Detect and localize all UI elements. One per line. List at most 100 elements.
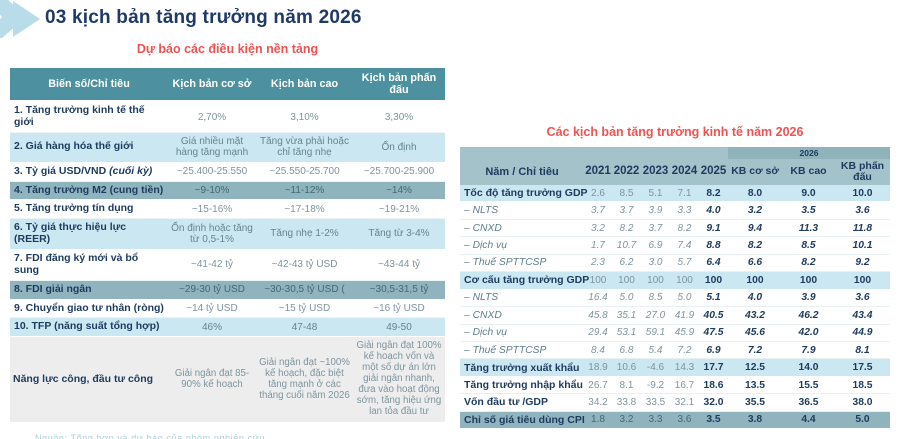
cell-value: 3.2 (747, 205, 763, 217)
cell-value: 13.5 (744, 379, 766, 391)
cell-value: ~11-12% (284, 184, 325, 196)
table-row: Vốn đầu tư /GDP 34.2 33.8 33.5 32.1 32.0 35.5 3… (460, 394, 890, 412)
page-title: 03 kịch bản tăng trưởng năm 2026 (45, 7, 362, 28)
cell-value: 59.1 (645, 327, 666, 339)
cell-value: 6.8 (619, 344, 634, 356)
cell-value: 5.4 (648, 344, 663, 356)
cell-value: -9.2 (646, 379, 665, 391)
column-header: Kịch bản phấn đấu (361, 72, 437, 97)
cell-value: 46% (201, 321, 222, 333)
cell-value: 3.3 (648, 414, 663, 426)
cell-value: 47.5 (703, 327, 724, 339)
column-header: 2022 (613, 165, 640, 178)
table-row: Tăng trưởng xuất khẩu 18.9 10.6 -4.6 14.3 17.… (460, 359, 890, 377)
cell-value: 100 (704, 274, 723, 286)
cell-value: 18.6 (703, 379, 724, 391)
cell-value: 47-48 (291, 321, 318, 333)
clipped-footnote: Nguồn: Tổng hợp và dự báo của nhóm nghiê… (35, 434, 265, 439)
table-header-row: 2026 Năm / Chỉ tiêu 2021 2022 2023 2024 … (460, 147, 890, 185)
cell-value: 3.2 (619, 414, 634, 426)
cell-value: 18.5 (852, 379, 873, 391)
cell-value: 3.9 (801, 292, 816, 304)
cell-value: 7.9 (801, 344, 816, 356)
cell-value: 100 (618, 274, 635, 286)
cell-value: 4.0 (747, 292, 763, 304)
cell-value: 3.0 (648, 257, 663, 269)
cell-value: ~30,5-31,5 tỷ (369, 283, 429, 295)
cell-value: 100 (589, 274, 607, 286)
cell-value: Ổn định hoặc tăng từ 0,5-1% (171, 222, 253, 246)
table-row: Cơ cấu tăng trưởng GDP 100 100 100 100 100 100… (460, 272, 890, 290)
cell-value: 35.1 (616, 309, 637, 321)
cell-value: Giải ngân đạt 100% kế hoạch vốn và một s… (356, 340, 442, 417)
table-row: 3. Tỷ giá USD/VND (cuối kỳ) ~25.400-25.55… (10, 162, 445, 182)
cell-value: ~43-44 tỷ (378, 259, 420, 271)
table-row: 8. FDI giải ngân ~29-30 tỷ USD ~30-30,5 tỷ… (10, 280, 445, 300)
cell-value: 18.9 (588, 362, 608, 374)
cell-value: ~41-42 tỷ (191, 259, 233, 271)
cell-value: 5.1 (648, 187, 663, 199)
column-header: KB cơ sở (731, 165, 779, 178)
cell-value: 5.1 (706, 292, 721, 304)
cell-value: 6.6 (747, 257, 763, 269)
cell-value: 32.1 (674, 396, 695, 408)
cell-value: ~29-30 tỷ USD (179, 283, 245, 295)
cell-value: 45.9 (674, 327, 695, 339)
cell-value: 6.4 (706, 257, 721, 269)
cell-value: 7.2 (747, 344, 763, 356)
cell-value: 17.7 (703, 362, 724, 374)
table-row: Tốc độ tăng trưởng GDP 2.6 8.5 5.1 7.1 8.2 8.0… (460, 185, 890, 203)
cell-value: 9.4 (747, 222, 763, 234)
table-row: 6. Tỷ giá thực hiệu lực (REER) Ổn định ho… (10, 219, 445, 250)
cell-value: 45.8 (588, 309, 608, 321)
cell-value: 11.3 (798, 222, 819, 234)
row-label: 8. FDI giải ngân (14, 282, 92, 295)
cell-value: 8.2 (801, 257, 816, 269)
cell-value: ~30-30,5 tỷ USD ( (264, 283, 345, 295)
cell-value: 8.1 (855, 344, 870, 356)
column-header: Kịch bản cao (270, 78, 339, 91)
cell-value: ~19-21% (378, 203, 420, 215)
table-row: 9. Chuyển giao tư nhân (ròng) ~14 tỷ USD ~… (10, 299, 445, 319)
cell-value: ~16 tỷ USD (373, 302, 425, 314)
column-header: KB cao (790, 165, 827, 178)
row-label: – NLTS (464, 205, 499, 217)
cell-value: 1.8 (591, 414, 605, 426)
row-label: – NLTS (464, 292, 499, 304)
cell-value: ~25.700-25.900 (363, 165, 435, 177)
cell-value: 3.8 (747, 414, 763, 426)
row-label: 6. Tỷ giá thực hiệu lực (REER) (14, 221, 127, 246)
cell-value: 8.1 (619, 379, 634, 391)
cell-value: 2.6 (591, 187, 605, 199)
table-row: – Dịch vụ 1.7 10.7 6.9 7.4 8.8 8.2 8.5 10.1 (460, 237, 890, 255)
row-label: – Thuế SPTTCSP (464, 257, 547, 269)
cell-value: 16.7 (674, 379, 695, 391)
title-bar: 03 kịch bản tăng trưởng năm 2026 (0, 0, 900, 40)
table-row: – CNXD 3.2 8.2 3.7 8.2 9.1 9.4 11.3 11.8 (460, 219, 890, 238)
cell-value: ~9-10% (194, 184, 230, 196)
cell-value: 9.2 (855, 257, 870, 269)
cell-value: 11.8 (852, 222, 873, 234)
cell-value: 8.8 (706, 240, 721, 252)
cell-value: 8.5 (648, 292, 663, 304)
cell-value: 5.0 (677, 292, 692, 304)
column-header: 2023 (642, 165, 669, 178)
column-header: 2021 (585, 165, 611, 178)
cell-value: 3.2 (591, 222, 605, 234)
row-label: – Dịch vụ (464, 240, 507, 252)
cell-value: 100 (676, 274, 693, 286)
row-label: – CNXD (464, 309, 502, 321)
cell-value: 38.0 (852, 396, 873, 408)
cell-value: 10.0 (852, 187, 873, 199)
cell-value: 49-50 (386, 321, 412, 333)
cell-value: Giải ngân đạt 85-90% kế hoạch (174, 367, 250, 390)
cell-value: 3.5 (706, 414, 721, 426)
cell-value: 45.6 (744, 327, 766, 339)
column-header: Năm / Chỉ tiêu (485, 165, 559, 178)
cell-value: 46.2 (798, 309, 819, 321)
table-row: – Thuế SPTTCSP 2.3 6.2 3.0 5.7 6.4 6.6 8.2 9.2 (460, 254, 890, 273)
cell-value: ~14% (386, 184, 412, 196)
table-row: – NLTS 3.7 3.7 3.9 3.3 4.0 3.2 3.5 3.6 (460, 202, 890, 220)
cell-value: ~25.400-25.550 (176, 165, 248, 177)
cell-value: 3.7 (648, 222, 663, 234)
